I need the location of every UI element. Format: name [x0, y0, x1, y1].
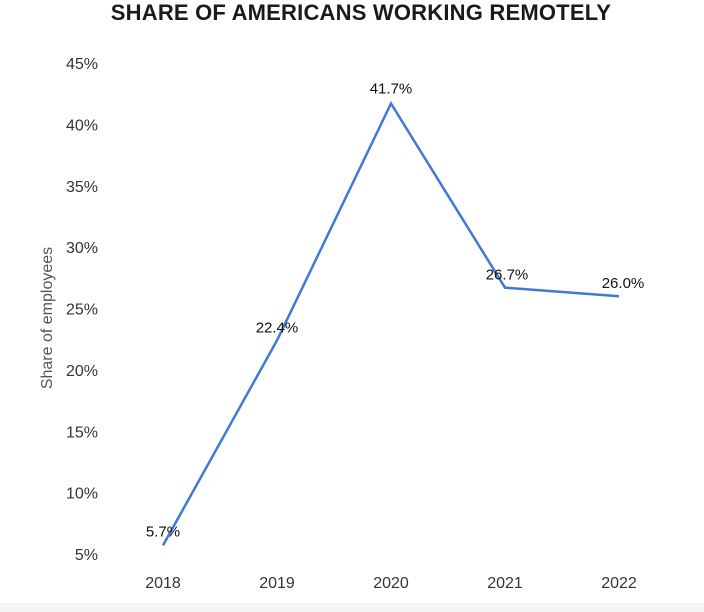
data-label: 41.7% [370, 81, 413, 98]
y-tick-label: 35% [66, 179, 98, 196]
y-axis-ticks: 5% 10% 15% 20% 25% 30% 35% 40% 45% [66, 56, 98, 564]
y-tick-label: 45% [66, 56, 98, 73]
x-tick-label: 2022 [601, 575, 637, 592]
x-tick-label: 2019 [259, 575, 295, 592]
series-line [161, 100, 620, 547]
y-tick-label: 25% [66, 302, 98, 319]
y-tick-label: 20% [66, 363, 98, 380]
bottom-strip [0, 603, 704, 612]
y-tick-label: 15% [66, 424, 98, 441]
data-label: 26.7% [486, 267, 529, 284]
y-tick-label: 40% [66, 117, 98, 134]
chart-title: SHARE OF AMERICANS WORKING REMOTELY [110, 0, 612, 25]
data-label: 5.7% [146, 523, 180, 540]
data-label: 22.4% [256, 319, 299, 336]
x-tick-label: 2018 [145, 575, 181, 592]
y-tick-label: 30% [66, 240, 98, 257]
y-tick-label: 5% [75, 547, 98, 564]
x-tick-label: 2021 [487, 575, 523, 592]
data-label: 26.0% [602, 275, 645, 292]
x-axis-ticks: 2018 2019 2020 2021 2022 [145, 575, 637, 592]
y-axis-label: Share of employees [39, 247, 56, 389]
x-tick-label: 2020 [373, 575, 409, 592]
series-group [161, 100, 620, 547]
y-tick-label: 10% [66, 486, 98, 503]
data-labels: 5.7% 22.4% 41.7% 26.7% 26.0% [146, 81, 644, 541]
